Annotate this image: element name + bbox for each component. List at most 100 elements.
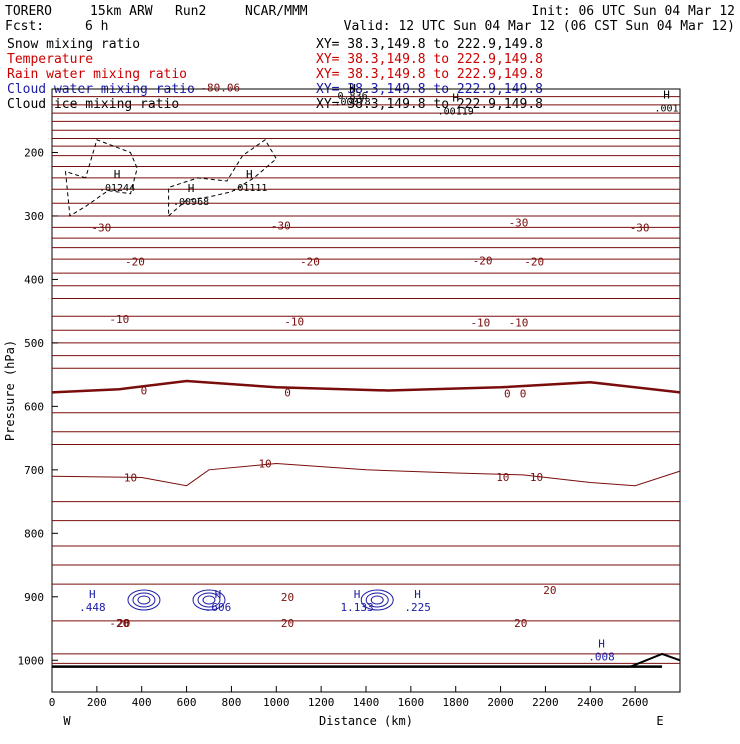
isotherm-label: -10 — [470, 317, 490, 330]
x-axis-title: Distance (km) — [319, 714, 413, 728]
cloud-water-max-value: .606 — [205, 601, 232, 614]
y-tick-label: 300 — [24, 210, 44, 223]
isotherm-label: -10 — [284, 315, 304, 328]
isotherm-label: -30 — [91, 221, 111, 234]
snow-max-value: .001 — [654, 104, 678, 115]
snow-max-marker: H — [188, 182, 195, 195]
cloud-water-contour — [370, 595, 384, 605]
cloud-water-contour — [132, 592, 156, 608]
plot-area: -80.06 -30 -30 -30 -30 -20 -20 -20 -20 -10 -10 -10 -… — [3, 82, 681, 728]
isotherm-series-10 — [51, 462, 681, 487]
snow-max-value: .00078 — [334, 97, 370, 108]
snow-max-marker: H — [663, 89, 670, 102]
model-title: TORERO — [5, 4, 52, 19]
snow-max-marker: H — [246, 168, 253, 181]
x-tick-label: 0 — [49, 696, 56, 709]
legend-field-name: Temperature — [7, 52, 93, 67]
east-end-label: E — [656, 714, 663, 728]
y-tick-label: 800 — [24, 527, 44, 540]
x-tick-label: 800 — [221, 696, 241, 709]
field-legend: Snow mixing ratio XY= 38.3,149.8 to 222.9… — [7, 37, 543, 112]
x-tick-label: 1400 — [353, 696, 380, 709]
x-tick-label: 2200 — [532, 696, 559, 709]
isotherm-label: 20 — [543, 584, 556, 597]
west-end-label: W — [63, 714, 71, 728]
y-tick-label: 900 — [24, 591, 44, 604]
y-tick-label: 200 — [24, 146, 44, 159]
x-tick-label: 2000 — [487, 696, 514, 709]
snow-max-value: 0.836 — [337, 91, 367, 102]
terrain-line — [630, 652, 681, 668]
valid-text: Valid: 12 UTC Sun 04 Mar 12 (06 CST Sun … — [344, 19, 735, 34]
y-tick-label: 1000 — [18, 654, 45, 667]
legend-coords: XY= 38.3,149.8 to 222.9,149.8 — [316, 52, 543, 67]
isotherm-label: -20 — [524, 256, 544, 269]
cloud-water-contour — [137, 595, 151, 605]
y-tick-label: 400 — [24, 273, 44, 286]
y-tick-label: 600 — [24, 400, 44, 413]
center-text: NCAR/MMM — [245, 4, 308, 19]
snow-max-value: .01111 — [231, 183, 267, 194]
isotherm-label: 20 — [281, 617, 294, 630]
x-tick-label: 1200 — [308, 696, 335, 709]
isotherm-label: 0 — [520, 388, 527, 401]
isotherm-label: 20 — [281, 591, 294, 604]
isotherm-label: -10 — [109, 313, 129, 326]
y-tick-label: 500 — [24, 337, 44, 350]
cloud-water-contour — [202, 595, 216, 605]
cloud-water-max-value: .448 — [79, 601, 106, 614]
isotherm-label: 0 — [504, 388, 511, 401]
cloud-water-contour — [197, 592, 221, 608]
isotherm-label: -10 — [509, 317, 529, 330]
cloud-water-label: -20 — [109, 617, 129, 630]
resolution-text: 15km ARW — [90, 4, 153, 19]
isotherm-label: 20 — [514, 617, 527, 630]
cloud-water-contour — [127, 589, 161, 611]
snow-max-value: .00968 — [173, 197, 209, 208]
isotherm-label: 10 — [530, 471, 543, 484]
run-text: Run2 — [175, 4, 206, 19]
legend-field-name: Rain water mixing ratio — [7, 67, 187, 82]
y-axis-title: Pressure (hPa) — [3, 340, 17, 441]
cloud-water-contour — [360, 589, 394, 611]
cloud-water-max-marker: H — [354, 588, 361, 601]
cloud-water-max-marker: H — [215, 588, 222, 601]
cloud-water-max-marker: H — [414, 588, 421, 601]
snow-contour — [168, 139, 277, 217]
isotherm-label: -30 — [271, 219, 291, 232]
fcst-value: 6 h — [85, 19, 108, 34]
x-tick-label: 600 — [177, 696, 197, 709]
snow-max-marker: H — [114, 168, 121, 181]
cloud-water-max-marker: H — [89, 588, 96, 601]
legend-coords: XY= 38.3,149.8 to 222.9,149.8 — [316, 37, 543, 52]
isotherm-label: 0 — [284, 386, 291, 399]
snow-contour — [64, 139, 138, 217]
isotherm-label: -80.06 — [200, 82, 240, 95]
isotherm-label: -30 — [509, 216, 529, 229]
cloud-water-contour — [365, 592, 389, 608]
cloud-water-contour — [192, 589, 226, 611]
isotherm-label: -20 — [300, 256, 320, 269]
legend-coords: XY= 38.3,149.8 to 222.9,149.8 — [316, 67, 543, 82]
isotherm-label: 10 — [496, 471, 509, 484]
cloud-water-max-value: .008 — [588, 651, 615, 664]
x-tick-label: 400 — [132, 696, 152, 709]
isotherm-label: 10 — [124, 471, 137, 484]
snow-max-marker: H — [349, 82, 356, 95]
cloud-water-max-value: .225 — [404, 601, 431, 614]
isotherm-label: 10 — [258, 457, 271, 470]
cloud-water-max-marker: H — [598, 638, 605, 651]
init-text: Init: 06 UTC Sun 04 Mar 12 — [532, 4, 736, 19]
snow-max-value: .01244 — [99, 183, 135, 194]
x-tick-label: 1800 — [442, 696, 469, 709]
x-tick-label: 1000 — [263, 696, 290, 709]
x-tick-label: 200 — [87, 696, 107, 709]
x-tick-label: 1600 — [398, 696, 425, 709]
isotherm-label: 0 — [141, 385, 148, 398]
x-tick-label: 2600 — [622, 696, 649, 709]
x-tick-label: 2400 — [577, 696, 604, 709]
snow-max-value: .00119 — [438, 107, 474, 118]
fcst-label: Fcst: — [5, 19, 44, 34]
